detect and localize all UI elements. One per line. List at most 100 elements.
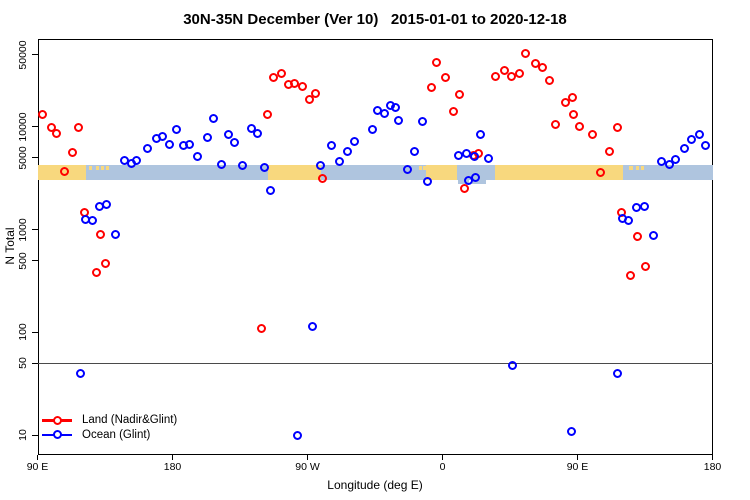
data-point-ocean (475, 130, 485, 140)
data-point-ocean (453, 150, 463, 160)
y-tick-label: 1000 (17, 217, 29, 242)
data-point-land (257, 323, 267, 333)
data-point-land (268, 73, 278, 83)
data-point-ocean (402, 165, 412, 175)
data-point-land (640, 261, 650, 271)
data-point-ocean (185, 140, 195, 150)
data-point-land (514, 69, 524, 79)
data-point-ocean (342, 146, 352, 156)
data-point-ocean (624, 215, 633, 225)
data-point-land (626, 270, 636, 280)
x-tick-label: 90 E (566, 461, 589, 473)
data-point-land (567, 92, 577, 102)
legend-marker-land-icon (41, 413, 73, 427)
data-point-ocean (132, 156, 141, 166)
data-point-land (454, 90, 464, 100)
data-point-land (575, 122, 585, 132)
data-point-land (297, 81, 307, 91)
x-tick (441, 454, 444, 460)
data-point-land (544, 76, 554, 86)
data-point-ocean (327, 141, 336, 151)
x-tick-label: 0 (439, 461, 446, 473)
data-point-ocean (308, 321, 318, 331)
y-tick (31, 54, 38, 56)
data-point-land (101, 258, 111, 268)
data-point-land (318, 174, 327, 184)
data-point-land (426, 83, 436, 92)
y-tick (31, 157, 38, 159)
y-tick-label: 500 (17, 251, 29, 270)
data-point-land (37, 110, 47, 120)
data-point-ocean (368, 124, 378, 134)
data-point-ocean (171, 125, 181, 135)
data-point-land (588, 129, 597, 139)
data-point-ocean (567, 426, 576, 436)
map-band-island (96, 166, 99, 171)
data-point-ocean (246, 123, 256, 133)
data-point-ocean (192, 151, 202, 161)
data-point-ocean (390, 103, 400, 113)
data-point-land (459, 184, 469, 194)
legend-ring-ocean (52, 430, 62, 440)
data-point-ocean (379, 108, 389, 118)
plot-frame (37, 38, 713, 455)
data-point-ocean (157, 131, 167, 141)
map-band-island (101, 166, 105, 171)
data-point-ocean (102, 200, 111, 210)
data-point-ocean (259, 162, 269, 172)
map-band-segment-land (495, 164, 623, 181)
map-band-segment-ocean (622, 164, 713, 181)
map-band-segment-ocean (321, 164, 426, 181)
map-band-coast-dip (458, 179, 469, 184)
data-point-land (46, 122, 56, 132)
y-tick-label: 10000 (17, 112, 29, 142)
legend-ring-land (52, 415, 62, 425)
data-point-land (67, 148, 77, 158)
data-point-land (263, 110, 273, 120)
x-tick-label: 90 E (26, 461, 49, 473)
map-band-island (641, 166, 645, 171)
data-point-land (561, 97, 570, 107)
y-tick (31, 434, 38, 436)
y-tick (31, 228, 38, 231)
y-tick-label: 50 (17, 357, 29, 370)
data-point-land (448, 107, 458, 117)
map-band-coast-dip (471, 179, 486, 184)
reference-line (37, 362, 713, 364)
data-point-ocean (165, 140, 174, 150)
data-point-ocean (75, 368, 85, 378)
map-band-segment-land (426, 164, 457, 181)
data-point-land (441, 73, 450, 83)
data-point-land (507, 71, 516, 81)
data-point-ocean (203, 133, 213, 143)
data-point-land (74, 122, 84, 132)
data-point-ocean (694, 129, 704, 139)
data-point-ocean (483, 154, 493, 163)
legend-item-land: Land (Nadir&Glint) (41, 413, 177, 428)
x-tick (306, 454, 309, 460)
map-band-island (423, 166, 426, 171)
data-point-ocean (469, 151, 479, 161)
data-point-ocean (315, 160, 325, 170)
y-tick (31, 126, 38, 128)
data-point-land (537, 62, 547, 72)
y-axis-title: N Total (3, 227, 17, 265)
data-point-land (605, 147, 615, 157)
legend-item-ocean: Ocean (Glint) (41, 428, 177, 443)
data-point-ocean (208, 114, 218, 124)
data-point-ocean (417, 117, 427, 127)
data-point-ocean (229, 138, 239, 148)
data-point-land (499, 66, 509, 76)
x-axis-title: Longitude (deg E) (327, 478, 423, 492)
data-point-land (491, 71, 501, 81)
y-tick-label: 50000 (17, 40, 29, 70)
data-point-ocean (700, 141, 710, 151)
data-point-land (521, 49, 531, 59)
data-point-ocean (423, 176, 432, 186)
data-point-ocean (612, 368, 622, 378)
x-tick-label: 180 (163, 461, 182, 473)
data-point-land (569, 109, 579, 119)
data-point-ocean (223, 129, 233, 139)
x-tick (711, 454, 714, 460)
